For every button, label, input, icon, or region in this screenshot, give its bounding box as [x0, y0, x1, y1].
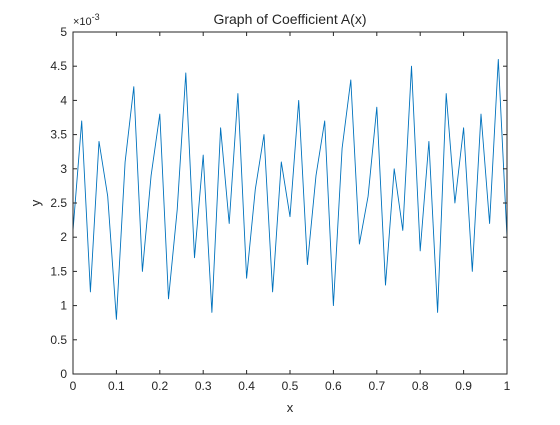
series-layer: [72, 58, 508, 320]
y-axis-ticks: 0 0.5 1 1.5 2 2.5 3 3.5 4 4.5 5: [50, 25, 507, 381]
y-tick-label: 3: [60, 162, 67, 176]
y-tick-label: 0: [60, 367, 67, 381]
y-tick-label: 1: [60, 299, 67, 313]
y-exponent-base: ×10: [73, 16, 92, 28]
x-tick-label: 0.5: [282, 379, 299, 393]
x-tick-label: 0.9: [455, 379, 472, 393]
y-tick-label: 5: [60, 25, 67, 39]
y-tick-label: 2: [60, 230, 67, 244]
y-exponent-label: ×10-3: [73, 12, 100, 28]
x-tick-label: 0.8: [412, 379, 429, 393]
y-tick-label: 4: [60, 93, 67, 107]
y-tick-label: 2.5: [50, 196, 67, 210]
x-tick-label: 1: [504, 379, 511, 393]
x-tick-label: 0.7: [368, 379, 385, 393]
y-axis-label: y: [28, 199, 43, 206]
x-axis-label: x: [287, 400, 294, 415]
y-tick-label: 3.5: [50, 128, 67, 142]
series-line-0: [72, 58, 508, 320]
y-tick-label: 4.5: [50, 59, 67, 73]
x-tick-label: 0: [70, 379, 77, 393]
x-tick-label: 0.3: [195, 379, 212, 393]
y-tick-label: 1.5: [50, 264, 67, 278]
x-tick-label: 0.2: [151, 379, 168, 393]
x-axis-ticks: 0 0.1 0.2 0.3 0.4 0.5 0.6 0.7 0.8 0.9 1: [70, 32, 511, 393]
x-tick-label: 0.4: [238, 379, 255, 393]
chart-title: Graph of Coefficient A(x): [213, 11, 366, 27]
plot-background: [73, 32, 507, 374]
y-tick-label: 0.5: [50, 333, 67, 347]
x-tick-label: 0.6: [325, 379, 342, 393]
x-tick-label: 0.1: [108, 379, 125, 393]
y-exponent-power: -3: [92, 12, 100, 22]
